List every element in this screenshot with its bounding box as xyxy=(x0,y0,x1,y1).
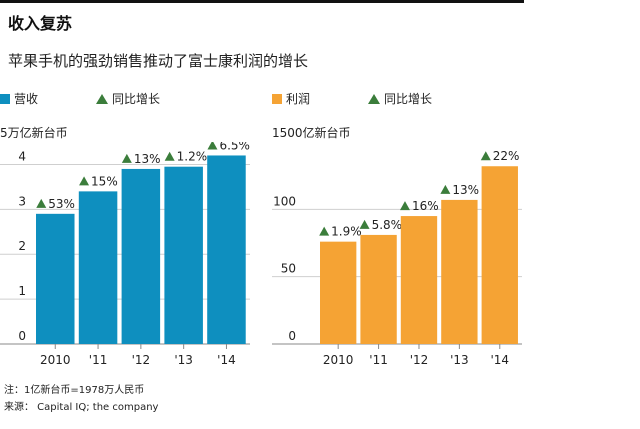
legend-revenue: 营收 同比增长 xyxy=(0,90,160,107)
growth-label: 22% xyxy=(493,149,520,163)
bar xyxy=(36,213,75,344)
growth-label: 13% xyxy=(134,152,161,166)
bar xyxy=(207,155,246,344)
y-tick-label: 1 xyxy=(18,284,26,298)
y-tick-label: 3 xyxy=(18,194,26,208)
chart-subtitle: 苹果手机的强劲销售推动了富士康利润的增长 xyxy=(8,52,309,70)
growth-triangle xyxy=(480,151,491,161)
growth-label: 5.8% xyxy=(372,218,403,232)
growth-triangle xyxy=(359,219,370,229)
growth-triangle xyxy=(121,153,132,163)
x-tick-label: '12 xyxy=(410,353,429,367)
y-tick-label: 2 xyxy=(18,239,26,253)
revenue-unit-label: 5万亿新台币 xyxy=(0,126,68,140)
growth-label: 53% xyxy=(48,197,75,211)
bar xyxy=(360,234,397,344)
bar xyxy=(78,191,118,344)
x-tick-label: '14 xyxy=(490,353,509,367)
y-tick-label: 4 xyxy=(18,149,26,163)
growth-triangle xyxy=(440,184,451,194)
growth-label: 16% xyxy=(412,199,439,213)
x-tick-label: '13 xyxy=(450,353,469,367)
x-tick-label: '11 xyxy=(89,353,108,367)
x-tick-label: '11 xyxy=(369,353,388,367)
bar xyxy=(400,216,438,344)
bar xyxy=(441,199,478,344)
bar xyxy=(164,166,203,344)
legend-growth-label: 同比增长 xyxy=(384,92,433,106)
bar xyxy=(320,241,357,344)
growth-label: 1.9% xyxy=(331,225,362,239)
x-tick-label: 2010 xyxy=(323,353,354,367)
revenue-swatch xyxy=(0,93,10,104)
growth-triangle xyxy=(319,226,330,236)
growth-triangle-icon xyxy=(368,93,381,104)
growth-label: 13% xyxy=(452,183,479,197)
chart-title: 收入复苏 xyxy=(8,14,73,33)
growth-label: 6.5% xyxy=(219,142,250,152)
profit-swatch xyxy=(272,93,282,104)
growth-triangle-icon xyxy=(96,93,109,104)
footnote: 注：1亿新台币=1978万人民币 xyxy=(4,385,145,396)
profit-unit-label: 1500亿新台币 xyxy=(272,126,351,140)
legend-profit-label: 利润 xyxy=(286,92,311,106)
x-tick-label: 2010 xyxy=(40,353,71,367)
growth-triangle xyxy=(79,176,90,186)
growth-triangle xyxy=(399,201,410,211)
y-tick-label: 0 xyxy=(288,329,296,343)
growth-label: 15% xyxy=(91,174,118,188)
x-tick-label: '14 xyxy=(217,353,236,367)
x-tick-label: '13 xyxy=(174,353,193,367)
legend-revenue-label: 营收 xyxy=(14,92,39,106)
source-note: 来源： Capital IQ; the company xyxy=(4,402,159,413)
bar xyxy=(121,168,161,344)
y-tick-label: 50 xyxy=(281,262,296,276)
bar xyxy=(481,166,518,344)
growth-triangle xyxy=(207,142,218,150)
legend-growth-label: 同比增长 xyxy=(112,92,161,106)
growth-triangle xyxy=(36,198,47,208)
legend-profit: 利润 同比增长 xyxy=(272,90,432,107)
x-tick-label: '12 xyxy=(132,353,151,367)
y-tick-label: 100 xyxy=(273,194,296,208)
growth-triangle xyxy=(164,151,175,161)
growth-label: 1.2% xyxy=(177,150,208,164)
y-tick-label: 0 xyxy=(18,329,26,343)
revenue-chart: 0 1 2 3 4 53% 2010 15% '11 13% '12 1.2% '13 6.5% '14 xyxy=(0,142,250,367)
top-rule xyxy=(0,0,524,3)
profit-chart: 0 50 100 1.9% 2010 5.8% '11 16% '12 13% '13 22% '14 xyxy=(272,149,522,367)
